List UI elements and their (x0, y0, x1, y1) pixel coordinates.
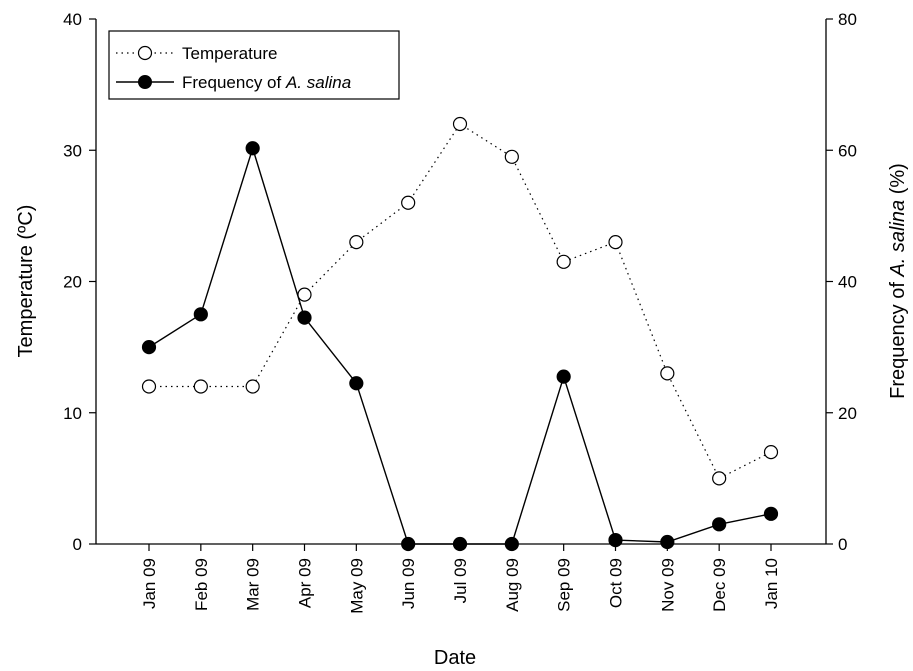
x-tick-label: Dec 09 (710, 558, 729, 612)
right-y-tick-label: 40 (838, 273, 857, 292)
temperature-point (556, 254, 571, 269)
temperature-point (297, 287, 312, 302)
legend-box (108, 30, 400, 100)
legend-temperature-label: Temperature (182, 44, 277, 63)
x-tick-label: Feb 09 (192, 558, 211, 611)
left-y-tick-label: 20 (63, 273, 82, 292)
temperature-point (193, 379, 208, 394)
temperature-point (452, 116, 468, 132)
x-tick-label: Nov 09 (658, 558, 677, 612)
left-y-tick-label: 30 (63, 141, 82, 160)
x-tick-label: Jul 09 (451, 558, 470, 603)
left-y-tick-label: 10 (63, 404, 82, 423)
x-tick-label: Jan 10 (762, 558, 781, 609)
legend-frequency-marker (138, 75, 152, 89)
legend: Temperature Frequency of A. salina (108, 30, 400, 100)
temperature-point (712, 471, 727, 486)
temperature-point (245, 379, 260, 394)
x-tick-label: Oct 09 (607, 558, 626, 608)
right-y-axis-title: Frequency of A. salina (%) (887, 163, 909, 399)
x-tick-label: Mar 09 (244, 558, 263, 611)
left-y-tick-label: 0 (73, 535, 82, 554)
temperature-point (660, 366, 675, 381)
frequency-point (297, 310, 312, 325)
frequency-point (763, 506, 779, 521)
left-y-tick-label: 40 (63, 10, 82, 29)
temperature-point (401, 195, 416, 210)
temperature-point (504, 149, 519, 164)
x-tick-label: Jan 09 (140, 558, 159, 609)
frequency-point (349, 376, 364, 391)
x-axis-title: Date (434, 647, 476, 669)
frequency-point (141, 340, 157, 355)
right-y-tick-label: 60 (838, 141, 857, 160)
temperature-line (149, 123, 772, 480)
frequency-line (148, 145, 772, 545)
legend-temperature-marker (137, 45, 153, 61)
temperature-point (141, 379, 157, 394)
x-tick-label: Jun 09 (399, 558, 418, 609)
axes-layer: 0 10 20 30 40 0 20 40 60 80 Jan 09 Feb 09 Mar 09 Apr … (63, 10, 857, 614)
x-tick-label: May 09 (347, 558, 366, 614)
frequency-point (193, 307, 208, 322)
frequency-point (712, 517, 727, 532)
x-tick-label: Apr 09 (296, 558, 315, 608)
temperature-point (349, 235, 364, 250)
temperature-point (608, 235, 623, 250)
x-tick-label: Aug 09 (503, 558, 522, 612)
frequency-point (245, 141, 260, 156)
legend-frequency-label: Frequency of A. salina (182, 73, 351, 92)
right-y-tick-label: 20 (838, 404, 857, 423)
frequency-point (556, 369, 571, 384)
series-layer (141, 116, 779, 552)
x-tick-label: Sep 09 (555, 558, 574, 612)
left-y-axis-title: Temperature (ºC) (15, 205, 37, 358)
temperature-point (763, 445, 779, 460)
right-y-tick-label: 80 (838, 10, 857, 29)
right-y-tick-label: 0 (838, 535, 847, 554)
